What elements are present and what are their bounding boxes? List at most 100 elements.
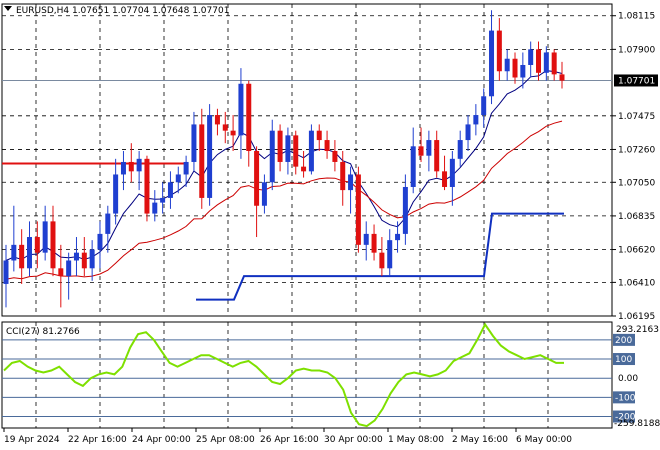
candle-body: [418, 146, 424, 156]
candle-body: [512, 58, 518, 78]
cci-level-box: [613, 410, 635, 423]
cci-level-box: [613, 391, 635, 404]
candle-body: [316, 130, 322, 141]
time-tick-label: 2 May 16:00: [452, 435, 508, 445]
cci-grid: [1, 321, 613, 429]
price-tick-label: 1.06195: [618, 312, 655, 322]
candle-body: [387, 240, 393, 269]
price-tick-label: 1.06410: [618, 278, 655, 288]
cci-level-label: -100: [615, 393, 636, 403]
cci-level-box: [613, 333, 635, 346]
candle-body: [543, 52, 549, 73]
candle-body: [113, 174, 119, 214]
candle-body: [136, 158, 142, 172]
candle-body: [340, 161, 346, 191]
moving-averages: [5, 70, 563, 280]
symbol-readout: EURUSD,H4 1.07651 1.07704 1.07648 1.0770…: [16, 6, 229, 16]
candle-body: [97, 233, 103, 250]
candle-body: [81, 252, 87, 269]
current-price-box: [614, 74, 658, 87]
candle-body: [160, 197, 166, 203]
fast-moving-average-line: [5, 70, 563, 261]
candle-body: [73, 252, 79, 261]
candle-body: [19, 244, 25, 269]
cci-level-box: [613, 353, 635, 366]
candle-body: [66, 260, 72, 277]
candle-body: [89, 249, 95, 269]
candle-body: [214, 115, 220, 125]
cci-min-label: -259.8188: [614, 419, 660, 429]
candle-body: [332, 151, 338, 162]
chart-header: EURUSD,H4 1.07651 1.07704 1.07648 1.0770…: [4, 6, 229, 16]
candle-body: [426, 140, 432, 156]
time-tick-label: 19 Apr 2024: [4, 435, 60, 445]
candle-body: [442, 171, 448, 187]
cci-header: CCI(27) 81.2766: [6, 327, 80, 337]
candle-body: [559, 74, 565, 81]
candle-body: [238, 83, 244, 136]
candle-body: [128, 161, 134, 172]
candle-body: [34, 237, 40, 253]
candle-body: [191, 124, 197, 162]
candle-body: [481, 96, 487, 116]
candle-body: [120, 161, 126, 175]
candle-body: [254, 151, 260, 206]
candle-body: [301, 166, 307, 172]
slow-moving-average-line: [5, 120, 563, 280]
cci-label: CCI(27) 81.2766: [6, 327, 80, 337]
candle-body: [183, 161, 189, 175]
candle-body: [167, 182, 173, 198]
cci-max-label: 293.2163: [616, 325, 659, 335]
candle-body: [207, 115, 213, 198]
price-tick-label: 1.07050: [618, 178, 655, 188]
candle-body: [434, 140, 440, 172]
candle-body: [277, 130, 283, 162]
dropdown-triangle-icon[interactable]: [4, 6, 12, 11]
cci-indicator: [3, 322, 564, 428]
cci-level-label: -200: [615, 413, 636, 423]
candle-body: [551, 52, 557, 75]
price-tick-label: 1.07900: [618, 45, 655, 55]
candle-body: [410, 146, 416, 187]
candle-body: [199, 124, 205, 198]
time-tick-label: 22 Apr 16:00: [68, 435, 127, 445]
candle-body: [355, 174, 361, 245]
cci-pane-frame: [1, 321, 613, 429]
cci-level-label: 200: [615, 336, 632, 346]
candle-body: [144, 158, 150, 214]
candle-body: [371, 233, 377, 253]
candle-body: [489, 30, 495, 97]
candle-body: [230, 130, 236, 136]
candle-body: [50, 221, 56, 269]
candle-body: [528, 49, 534, 65]
candle-body: [11, 244, 17, 261]
support-step-line: [196, 212, 564, 301]
candle-body: [26, 237, 32, 269]
candle-body: [293, 135, 299, 167]
candle-body: [222, 124, 228, 131]
time-axis: 19 Apr 2024 22 Apr 16:00 24 Apr 00:00 25 Ap…: [3, 428, 572, 445]
candle-body: [175, 174, 181, 183]
candle-body: [261, 182, 267, 206]
time-tick-label: 1 May 08:00: [388, 435, 444, 445]
time-tick-label: 25 Apr 08:00: [196, 435, 255, 445]
current-price-tag: 1.07701: [614, 74, 658, 87]
candle-body: [324, 140, 330, 152]
support-resistance-lines: [2, 79, 612, 301]
price-tick-label: 1.08115: [618, 12, 655, 22]
candle-body: [246, 83, 252, 152]
candlestick-series: [3, 10, 565, 308]
candle-body: [152, 202, 158, 214]
candle-body: [105, 213, 111, 234]
candle-body: [363, 233, 369, 245]
cci-axis: 200 100 0.00 -100 -200 293.2163 -259.8188: [613, 325, 660, 429]
time-tick-label: 24 Apr 00:00: [132, 435, 191, 445]
candle-body: [269, 130, 275, 183]
time-tick-label: 26 Apr 16:00: [260, 435, 319, 445]
cci-level-label: 0.00: [618, 374, 638, 384]
candle-body: [348, 174, 354, 191]
current-price-value: 1.07701: [618, 76, 655, 86]
candle-body: [58, 268, 64, 277]
